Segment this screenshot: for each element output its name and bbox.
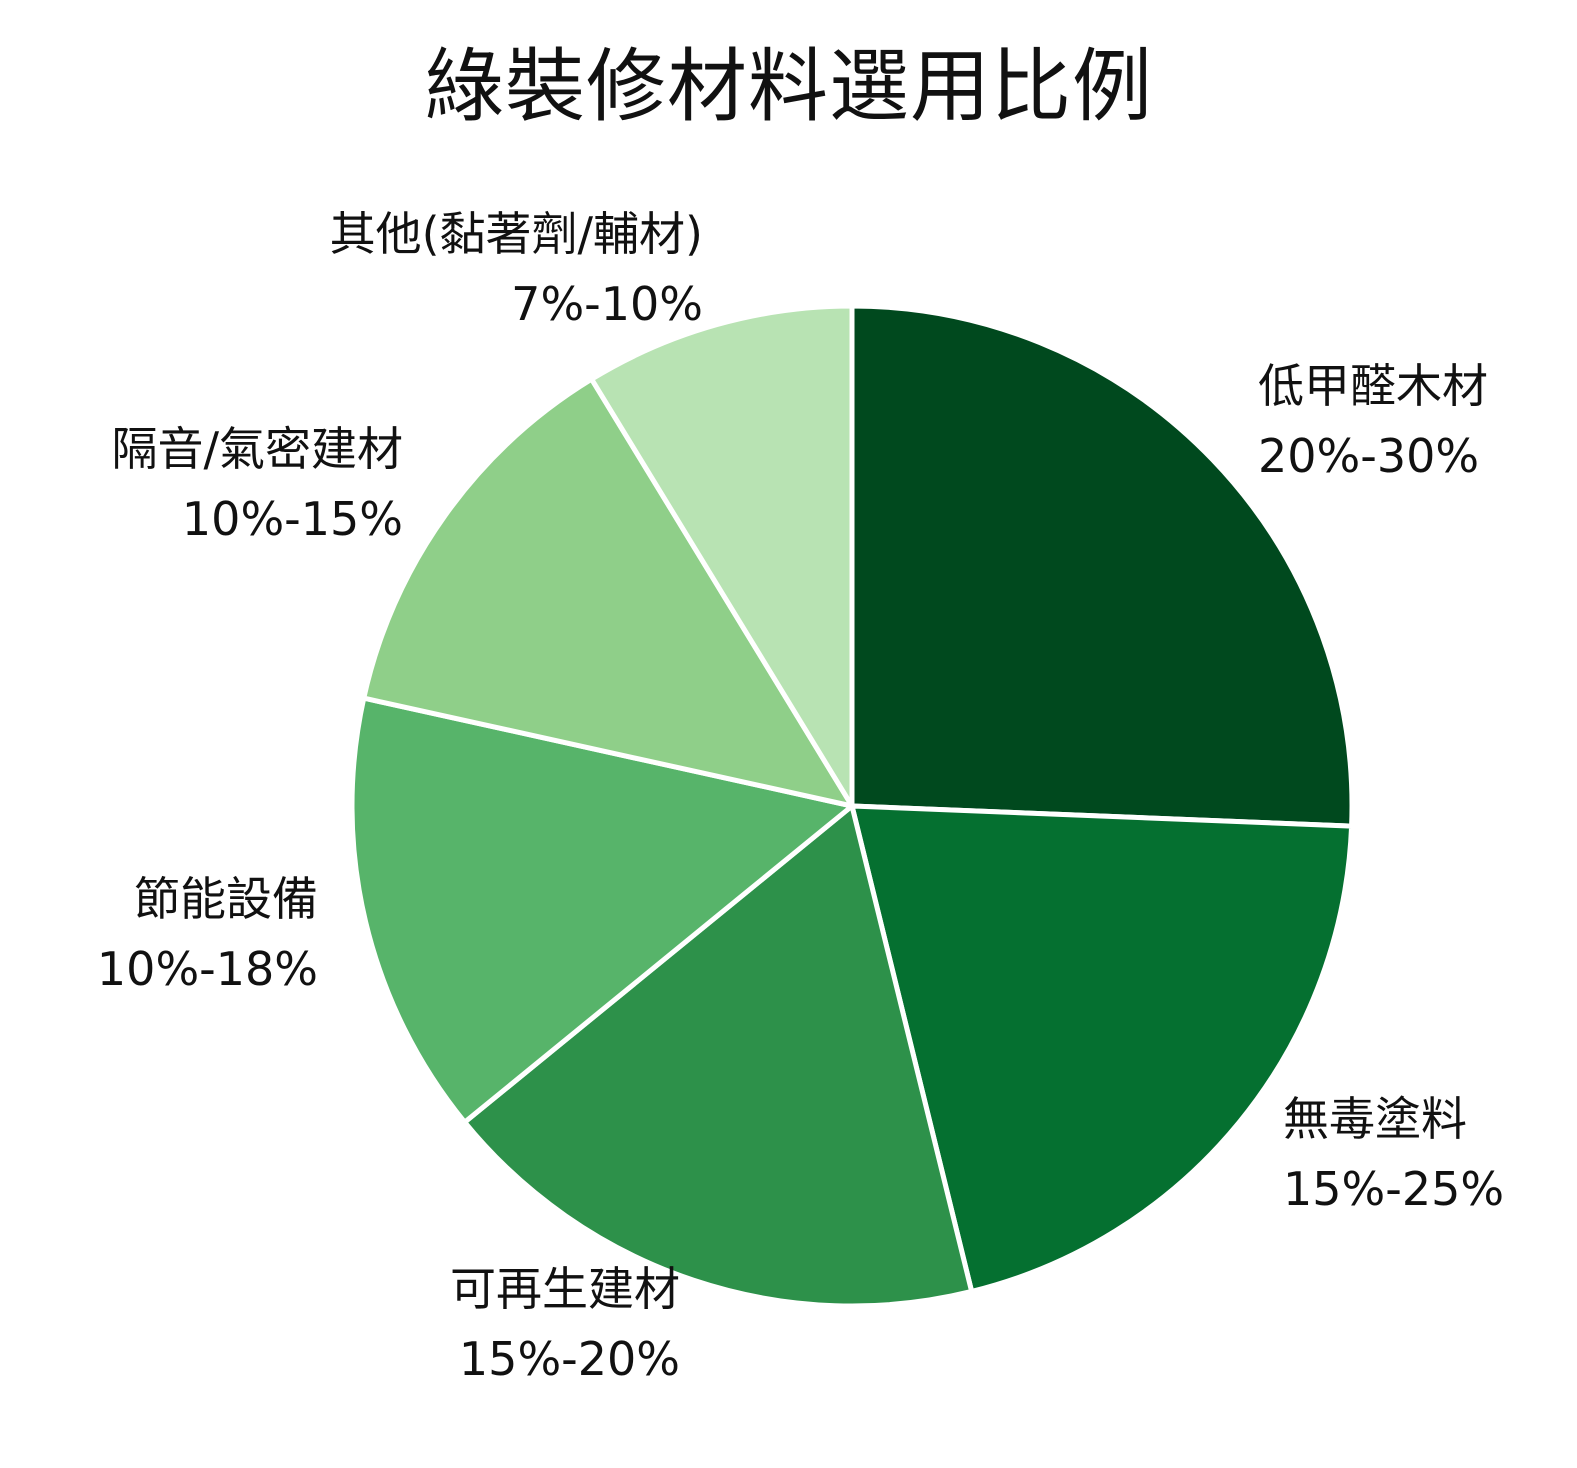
chart-title: 綠裝修材料選用比例 [424,40,1153,133]
slice-label-range-0: 20%-30% [1258,429,1479,483]
pie-slice-2 [462,803,975,1309]
pie-slice-5 [589,303,855,809]
slice-label-range-5: 7%-10% [511,277,703,331]
slice-label-name-0: 低甲醛木材 [1258,359,1488,413]
slice-label-range-1: 15%-25% [1283,1162,1504,1216]
pie-slice-3 [349,695,855,1125]
slice-label-range-4: 10%-15% [182,492,403,546]
pie-slice-1 [849,803,1355,1294]
pie-slice-0 [849,303,1355,829]
slice-label-name-5: 其他(黏著劑/輔材) [330,207,703,261]
slice-label-name-2: 可再生建材 [450,1262,680,1316]
slice-label-name-1: 無毒塗料 [1283,1092,1467,1146]
slice-label-range-2: 15%-20% [459,1332,680,1386]
slice-label-name-4: 隔音/氣密建材 [112,422,404,476]
slice-label-name-3: 節能設備 [134,872,318,926]
pie-slice-4 [361,376,855,809]
slice-label-range-3: 10%-18% [97,942,318,996]
